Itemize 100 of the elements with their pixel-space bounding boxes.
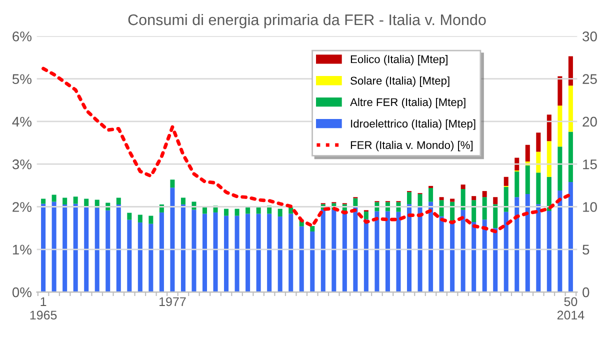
y2-tick-label: 30 xyxy=(582,32,597,42)
legend-label: Altre FER (Italia) [Mtep] xyxy=(350,98,466,108)
bar xyxy=(472,200,476,222)
legend-label: Eolico (Italia) [Mtep] xyxy=(350,55,448,66)
bar xyxy=(493,197,498,204)
legend-label: Solare (Italia) [Mtep] xyxy=(350,76,450,87)
bar xyxy=(170,180,175,188)
bar xyxy=(41,198,46,204)
bar xyxy=(170,188,175,292)
bar xyxy=(536,172,541,204)
y2-tick-label: 0 xyxy=(582,287,590,298)
bar xyxy=(234,208,240,216)
bar xyxy=(127,220,132,292)
y-tick-label: 3% xyxy=(12,159,32,170)
bar xyxy=(106,210,110,292)
bar xyxy=(546,176,552,212)
bar xyxy=(460,184,466,190)
bar xyxy=(299,226,304,292)
bar xyxy=(310,226,315,232)
bar xyxy=(234,216,240,292)
y-tick-label: 2% xyxy=(12,202,32,212)
bar xyxy=(504,186,508,212)
y-tick-label: 0% xyxy=(12,287,32,298)
bar xyxy=(514,158,520,170)
bar xyxy=(428,202,434,292)
bar xyxy=(267,214,272,292)
bar xyxy=(514,172,520,198)
bar xyxy=(525,165,530,194)
bar xyxy=(439,197,444,200)
bar xyxy=(439,200,444,216)
bar xyxy=(62,204,68,292)
bar xyxy=(525,144,530,162)
bar xyxy=(213,212,218,292)
bar xyxy=(525,194,530,292)
bar xyxy=(472,196,476,200)
bar xyxy=(504,212,508,292)
bar xyxy=(482,220,487,292)
bar xyxy=(396,212,401,292)
y-tick-label: 6% xyxy=(12,32,32,42)
bar xyxy=(256,214,261,292)
bar xyxy=(84,198,89,206)
bar xyxy=(148,216,154,224)
x-tick-label: 1977 xyxy=(160,297,186,306)
bar xyxy=(514,197,520,292)
bar xyxy=(246,214,250,292)
bar xyxy=(73,196,78,204)
bar xyxy=(418,207,422,292)
y2-tick-label: 10 xyxy=(583,202,597,212)
bar xyxy=(568,56,573,86)
bar xyxy=(450,198,455,202)
bar xyxy=(73,204,78,292)
chart-title: Consumi di energia primaria da FER - Italia v. Mondo xyxy=(128,14,486,28)
bar xyxy=(180,204,186,292)
bar xyxy=(472,222,476,292)
y2-tick-label: 20 xyxy=(582,116,597,127)
bar xyxy=(406,204,412,292)
bar xyxy=(406,192,412,204)
y2-tick-label: 15 xyxy=(583,160,597,170)
bar xyxy=(460,210,466,292)
bar xyxy=(568,86,573,132)
bar xyxy=(52,202,56,292)
bar xyxy=(482,191,487,198)
y-tick-label: 4% xyxy=(12,116,32,127)
line-series xyxy=(42,66,572,234)
bar xyxy=(288,214,294,292)
bar xyxy=(364,212,368,220)
bar xyxy=(546,114,552,142)
bar xyxy=(536,132,541,152)
y2-tick-label: 5 xyxy=(582,244,590,255)
bar xyxy=(536,152,541,173)
bar xyxy=(94,208,100,292)
y-tick-label: 5% xyxy=(12,74,32,84)
bar xyxy=(460,189,466,210)
bar xyxy=(439,216,444,292)
bar xyxy=(353,206,358,292)
y2-tick-label: 25 xyxy=(582,74,597,84)
bar xyxy=(493,204,498,228)
bar xyxy=(116,198,121,204)
bar xyxy=(558,106,562,147)
bar xyxy=(320,210,326,292)
bar xyxy=(418,194,422,208)
bar xyxy=(202,214,208,292)
x-tick-label: 50 2014 xyxy=(557,297,584,320)
bar xyxy=(558,146,562,191)
bar xyxy=(138,222,142,292)
bar xyxy=(52,194,56,202)
bar xyxy=(310,231,315,292)
bar xyxy=(62,198,68,204)
bar xyxy=(568,132,573,182)
bar xyxy=(546,211,552,292)
bar xyxy=(342,212,347,292)
bar xyxy=(41,204,46,292)
legend-label: Idroelettrico (Italia) [Mtep] xyxy=(351,119,476,130)
bar xyxy=(428,188,434,202)
bar xyxy=(385,211,390,292)
bar xyxy=(364,219,368,292)
bar xyxy=(127,212,132,220)
bar xyxy=(159,212,164,292)
bar xyxy=(536,204,541,292)
bar xyxy=(224,216,229,292)
